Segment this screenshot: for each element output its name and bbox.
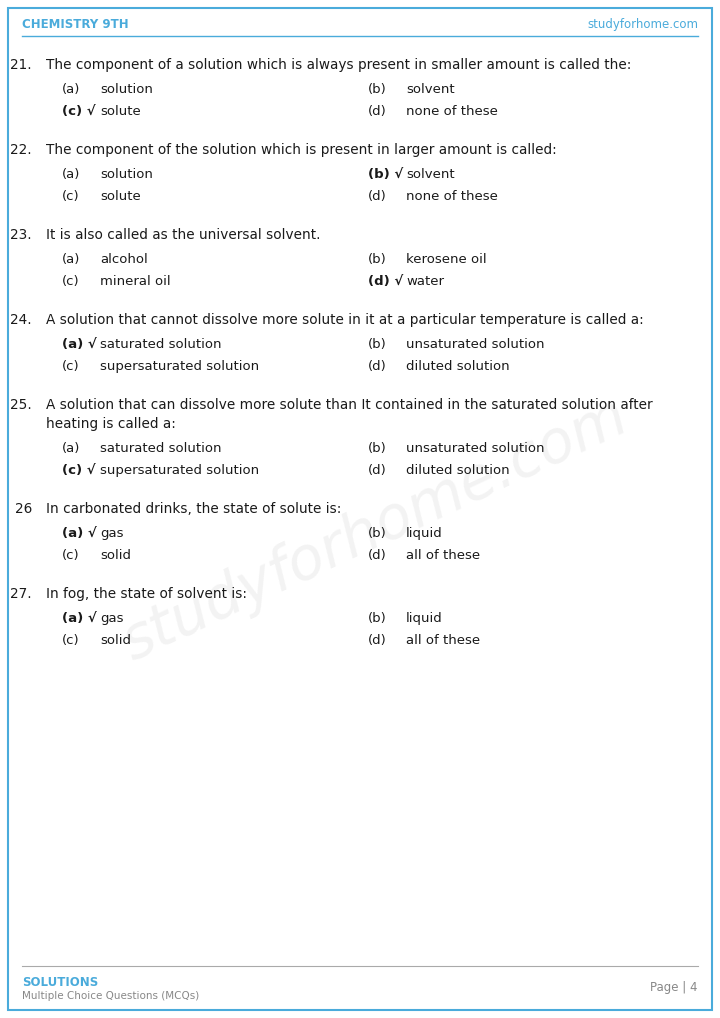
Text: (d): (d) [368, 549, 387, 562]
Text: none of these: none of these [406, 190, 498, 203]
Text: (c) √: (c) √ [62, 464, 96, 477]
Text: heating is called a:: heating is called a: [46, 417, 176, 431]
Text: solute: solute [100, 190, 140, 203]
Text: (c): (c) [62, 634, 80, 647]
Text: (d): (d) [368, 105, 387, 118]
Text: A solution that cannot dissolve more solute in it at a particular temperature is: A solution that cannot dissolve more sol… [46, 313, 644, 327]
Text: (a) √: (a) √ [62, 338, 96, 351]
Text: saturated solution: saturated solution [100, 338, 222, 351]
Text: The component of the solution which is present in larger amount is called:: The component of the solution which is p… [46, 143, 557, 157]
Text: 27.: 27. [10, 587, 32, 601]
Text: (b) √: (b) √ [368, 168, 403, 181]
Text: Multiple Choice Questions (MCQs): Multiple Choice Questions (MCQs) [22, 991, 199, 1001]
Text: saturated solution: saturated solution [100, 442, 222, 455]
Text: solute: solute [100, 105, 140, 118]
Text: (a): (a) [62, 168, 81, 181]
Text: (c) √: (c) √ [62, 105, 96, 118]
Text: all of these: all of these [406, 549, 480, 562]
Text: Page | 4: Page | 4 [650, 981, 698, 995]
Text: (a): (a) [62, 253, 81, 266]
Text: kerosene oil: kerosene oil [406, 253, 487, 266]
Text: SOLUTIONS: SOLUTIONS [22, 975, 98, 988]
Text: (a) √: (a) √ [62, 527, 96, 540]
Text: (b): (b) [368, 442, 387, 455]
Text: In fog, the state of solvent is:: In fog, the state of solvent is: [46, 587, 247, 601]
Text: (b): (b) [368, 338, 387, 351]
Text: (c): (c) [62, 360, 80, 373]
Text: gas: gas [100, 527, 124, 540]
Text: (a): (a) [62, 83, 81, 96]
Text: solid: solid [100, 634, 131, 647]
Text: 22.: 22. [10, 143, 32, 157]
Text: (d): (d) [368, 464, 387, 477]
Text: (d): (d) [368, 190, 387, 203]
Text: supersaturated solution: supersaturated solution [100, 464, 259, 477]
Text: (b): (b) [368, 83, 387, 96]
Text: (d) √: (d) √ [368, 275, 403, 288]
Text: diluted solution: diluted solution [406, 464, 510, 477]
Text: studyforhome.com: studyforhome.com [587, 17, 698, 31]
Text: 21.: 21. [10, 58, 32, 72]
Text: liquid: liquid [406, 527, 443, 540]
Text: The component of a solution which is always present in smaller amount is called : The component of a solution which is alw… [46, 58, 631, 72]
Text: none of these: none of these [406, 105, 498, 118]
Text: diluted solution: diluted solution [406, 360, 510, 373]
Text: 26: 26 [14, 502, 32, 516]
Text: all of these: all of these [406, 634, 480, 647]
Text: (b): (b) [368, 253, 387, 266]
Text: (c): (c) [62, 549, 80, 562]
Text: (c): (c) [62, 190, 80, 203]
Text: unsaturated solution: unsaturated solution [406, 442, 544, 455]
Text: It is also called as the universal solvent.: It is also called as the universal solve… [46, 228, 320, 242]
Text: solvent: solvent [406, 83, 454, 96]
Text: liquid: liquid [406, 612, 443, 625]
Text: gas: gas [100, 612, 124, 625]
Text: 24.: 24. [10, 313, 32, 327]
Text: 23.: 23. [10, 228, 32, 242]
Text: studyforhome.com: studyforhome.com [113, 387, 636, 672]
Text: (d): (d) [368, 634, 387, 647]
Text: In carbonated drinks, the state of solute is:: In carbonated drinks, the state of solut… [46, 502, 341, 516]
Text: solvent: solvent [406, 168, 454, 181]
Text: A solution that can dissolve more solute than It contained in the saturated solu: A solution that can dissolve more solute… [46, 398, 652, 412]
Text: 25.: 25. [10, 398, 32, 412]
Text: supersaturated solution: supersaturated solution [100, 360, 259, 373]
Text: (b): (b) [368, 527, 387, 540]
Text: (d): (d) [368, 360, 387, 373]
Text: (a) √: (a) √ [62, 612, 96, 625]
Text: (b): (b) [368, 612, 387, 625]
Text: water: water [406, 275, 444, 288]
Text: (c): (c) [62, 275, 80, 288]
Text: solution: solution [100, 168, 153, 181]
Text: solid: solid [100, 549, 131, 562]
Text: alcohol: alcohol [100, 253, 148, 266]
Text: unsaturated solution: unsaturated solution [406, 338, 544, 351]
Text: (a): (a) [62, 442, 81, 455]
Text: mineral oil: mineral oil [100, 275, 171, 288]
Text: CHEMISTRY 9TH: CHEMISTRY 9TH [22, 17, 129, 31]
Text: solution: solution [100, 83, 153, 96]
